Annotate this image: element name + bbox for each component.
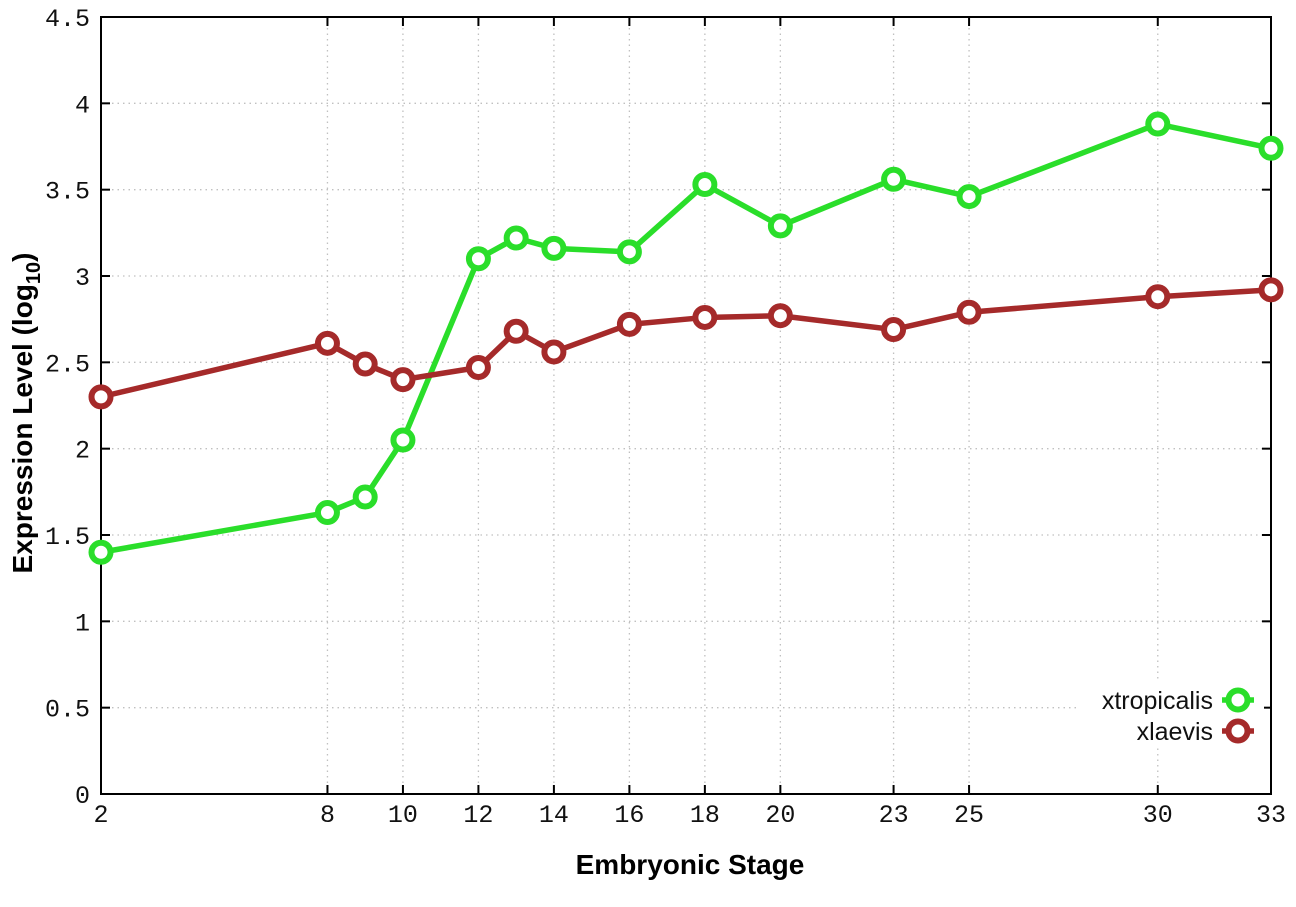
x-tick-label: 18	[690, 801, 720, 830]
data-point-xlaevis	[88, 384, 114, 410]
data-point-xlaevis	[465, 355, 491, 381]
x-tick-label: 23	[879, 801, 909, 830]
legend-sample-marker-xtropicalis	[1225, 687, 1251, 713]
y-tick-label: 4	[75, 91, 90, 120]
x-tick-label: 10	[388, 801, 418, 830]
y-tick-label: 1	[75, 609, 90, 638]
data-point-xtropicalis	[616, 239, 642, 265]
data-point-xlaevis	[767, 303, 793, 329]
data-point-xlaevis	[881, 317, 907, 343]
data-point-xtropicalis	[956, 184, 982, 210]
y-tick-label: 0	[75, 782, 90, 811]
data-point-xtropicalis	[503, 225, 529, 251]
data-point-xtropicalis	[352, 484, 378, 510]
y-axis-title-close: )	[7, 253, 38, 262]
data-point-xlaevis	[1145, 284, 1171, 310]
y-tick-label: 2.5	[45, 350, 90, 379]
y-axis-title: Expression Level (log10)	[7, 253, 45, 574]
y-tick-label: 3.5	[45, 178, 90, 207]
x-tick-label: 20	[765, 801, 795, 830]
data-point-xlaevis	[956, 299, 982, 325]
data-point-xlaevis	[1258, 277, 1284, 303]
data-point-xlaevis	[503, 318, 529, 344]
y-axis-title-main: Expression Level (log	[7, 284, 38, 573]
series-line-xlaevis	[98, 287, 1274, 400]
y-tick-label: 2	[75, 437, 90, 466]
legend-label-xtropicalis: xtropicalis	[1102, 687, 1213, 715]
legend-sample-marker-xlaevis	[1225, 718, 1251, 744]
data-point-xtropicalis	[881, 166, 907, 192]
data-point-xlaevis	[390, 367, 416, 393]
data-point-xtropicalis	[692, 171, 718, 197]
x-tick-label: 25	[954, 801, 984, 830]
y-axis-title-subscript: 10	[23, 262, 45, 284]
y-tick-label: 0.5	[45, 696, 90, 725]
y-tick-label: 4.5	[45, 5, 90, 34]
data-point-xtropicalis	[1258, 135, 1284, 161]
x-tick-label: 14	[539, 801, 569, 830]
data-point-xtropicalis	[541, 235, 567, 261]
data-point-xtropicalis	[465, 246, 491, 272]
data-point-xlaevis	[692, 304, 718, 330]
data-point-xtropicalis	[390, 427, 416, 453]
y-tick-label: 3	[75, 264, 90, 293]
series-line-xtropicalis	[98, 121, 1274, 556]
x-tick-label: 30	[1143, 801, 1173, 830]
data-point-xlaevis	[541, 339, 567, 365]
x-tick-label: 2	[93, 801, 108, 830]
legend-label-xlaevis: xlaevis	[1137, 718, 1213, 746]
x-tick-label: 12	[463, 801, 493, 830]
x-tick-label: 16	[614, 801, 644, 830]
x-tick-label: 33	[1256, 801, 1286, 830]
data-point-xtropicalis	[1145, 111, 1171, 137]
plot-border	[100, 16, 1272, 795]
x-axis-title: Embryonic Stage	[576, 849, 805, 880]
y-tick-label: 1.5	[45, 523, 90, 552]
data-point-xlaevis	[616, 311, 642, 337]
data-point-xtropicalis	[767, 213, 793, 239]
data-point-xlaevis	[352, 351, 378, 377]
data-point-xlaevis	[314, 330, 340, 356]
data-point-xtropicalis	[88, 539, 114, 565]
x-tick-label: 8	[320, 801, 335, 830]
data-point-xtropicalis	[314, 500, 340, 526]
